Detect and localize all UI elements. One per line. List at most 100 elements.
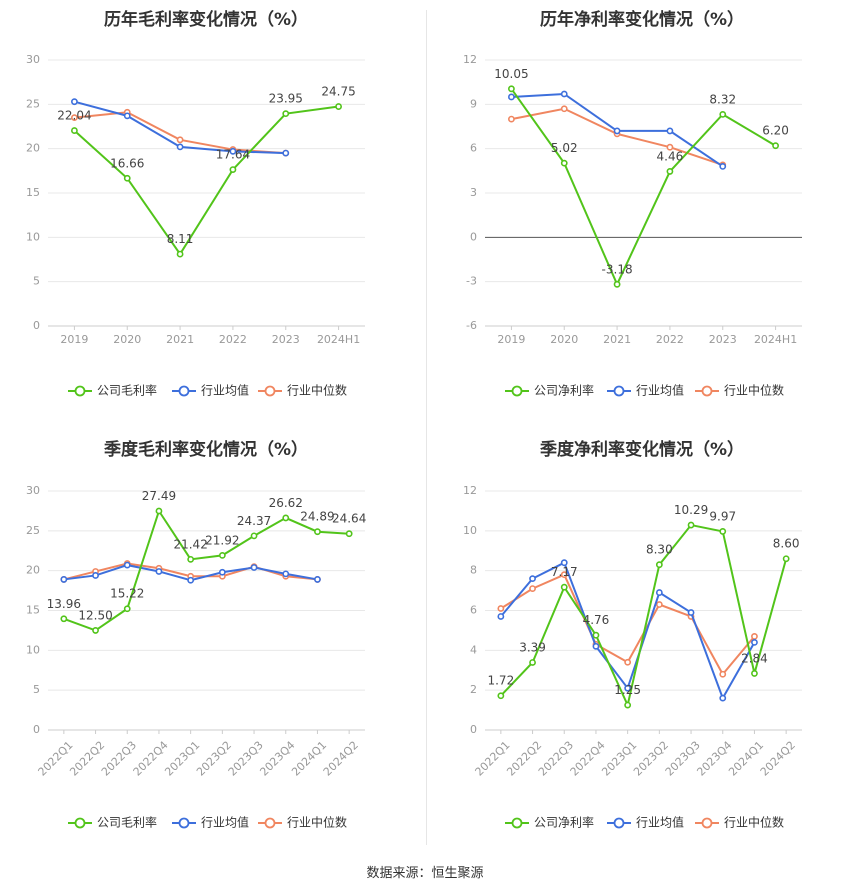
legend-marker-avg xyxy=(613,817,625,829)
data-point-median xyxy=(176,136,184,144)
data-point-company xyxy=(655,561,663,569)
data-point-median xyxy=(71,114,78,122)
data-point-median xyxy=(560,105,568,113)
data-point-avg xyxy=(155,568,163,575)
y-tick-label: -6 xyxy=(466,319,477,332)
x-tick-label: 2024H1 xyxy=(754,333,797,346)
data-label: 27.49 xyxy=(142,489,176,503)
data-point-company xyxy=(176,250,184,258)
x-tick-label: 2020 xyxy=(113,333,141,346)
data-point-avg xyxy=(218,568,226,576)
data-label: 21.42 xyxy=(173,537,207,551)
data-point-avg xyxy=(282,149,290,157)
data-point-median xyxy=(497,605,505,612)
series-line-avg xyxy=(500,561,756,701)
data-label: 24.75 xyxy=(321,85,355,99)
data-label: 23.95 xyxy=(269,92,303,106)
data-label: 16.66 xyxy=(110,156,144,170)
x-tick-label: 2023 xyxy=(272,333,300,346)
y-tick-label: 15 xyxy=(26,604,40,617)
y-tick-label: 8 xyxy=(470,564,477,577)
data-point-company xyxy=(155,507,163,515)
data-point-company xyxy=(123,605,131,613)
y-tick-label: 20 xyxy=(26,142,40,155)
data-point-avg xyxy=(92,572,99,579)
y-tick-label: 12 xyxy=(463,484,477,497)
data-point-avg xyxy=(687,609,695,616)
data-point-avg xyxy=(71,98,78,106)
y-tick-label: 0 xyxy=(33,319,40,332)
data-point-company xyxy=(335,103,342,110)
data-point-median xyxy=(624,658,632,666)
data-point-median xyxy=(666,143,674,151)
data-point-avg xyxy=(560,90,568,98)
data-point-avg xyxy=(60,576,68,583)
y-tick-label: 0 xyxy=(33,723,40,736)
x-tick-label: 2024H1 xyxy=(317,333,360,346)
data-label: 22.04 xyxy=(57,109,91,123)
data-label: 9.97 xyxy=(709,509,736,523)
data-label: 26.62 xyxy=(269,496,303,510)
data-point-avg xyxy=(666,127,674,135)
data-point-company xyxy=(187,555,195,563)
data-point-company xyxy=(560,583,568,591)
legend-marker-company xyxy=(511,385,523,397)
data-point-avg xyxy=(560,559,568,567)
legend-label-company: 公司毛利率 xyxy=(97,383,157,398)
data-point-avg xyxy=(592,642,600,650)
x-tick-label: 2019 xyxy=(60,333,88,346)
data-point-company xyxy=(782,555,790,563)
data-point-company xyxy=(508,85,515,93)
data-point-company xyxy=(624,701,632,709)
data-point-avg xyxy=(719,694,727,702)
legend-marker-median xyxy=(264,385,276,397)
chart-panel-2: 历年净利率变化情况（%） -6 -3 0 3 6 9 12 2019 2020 2021 2022 20… xyxy=(463,9,802,398)
data-label: 21.92 xyxy=(205,533,239,547)
series-line-company xyxy=(63,508,350,632)
y-tick-label: 0 xyxy=(470,723,477,736)
data-source-note: 数据来源：恒生聚源 xyxy=(366,866,484,881)
data-label: 8.11 xyxy=(167,232,194,246)
legend-marker-company xyxy=(511,817,523,829)
data-label: 12.50 xyxy=(78,608,112,622)
y-tick-label: 3 xyxy=(470,186,477,199)
data-label: 13.96 xyxy=(47,597,81,611)
x-tick-label: 2022 xyxy=(656,333,684,346)
data-point-company xyxy=(71,127,78,134)
y-tick-label: 30 xyxy=(26,53,40,66)
data-point-avg xyxy=(613,127,621,135)
data-label: 15.22 xyxy=(110,587,144,601)
chart-title: 季度毛利率变化情况（%） xyxy=(104,439,308,460)
legend-marker-median xyxy=(264,817,276,829)
data-point-company xyxy=(613,280,621,288)
legend-label-avg: 行业均值 xyxy=(201,383,249,398)
data-point-company xyxy=(592,631,600,639)
data-label: 24.64 xyxy=(332,512,366,526)
x-tick-label: 2021 xyxy=(166,333,194,346)
data-point-median xyxy=(508,115,515,123)
data-label: 1.72 xyxy=(487,674,514,688)
y-tick-label: 10 xyxy=(26,643,40,656)
data-point-avg xyxy=(529,575,536,583)
y-tick-label: 15 xyxy=(26,186,40,199)
legend-label-median: 行业中位数 xyxy=(724,815,784,830)
data-point-avg xyxy=(123,561,131,569)
data-point-avg xyxy=(655,589,663,596)
legend-label-avg: 行业均值 xyxy=(636,815,684,830)
data-point-company xyxy=(250,532,258,540)
x-tick-label: 2024Q2 xyxy=(758,739,798,779)
data-label: -3.18 xyxy=(602,262,633,276)
data-point-avg xyxy=(229,147,237,155)
y-tick-label: 10 xyxy=(26,230,40,243)
data-label: 10.05 xyxy=(494,67,528,81)
data-label: 17.64 xyxy=(216,148,250,162)
x-tick-label: 2023 xyxy=(709,333,737,346)
legend-marker-company xyxy=(74,385,86,397)
vertical-divider xyxy=(426,10,427,845)
series-line-company xyxy=(73,105,339,256)
data-label: 8.60 xyxy=(773,537,800,551)
data-point-company xyxy=(751,670,758,677)
data-point-company xyxy=(229,166,237,173)
data-label: 8.30 xyxy=(646,543,673,557)
data-point-median xyxy=(560,571,568,579)
